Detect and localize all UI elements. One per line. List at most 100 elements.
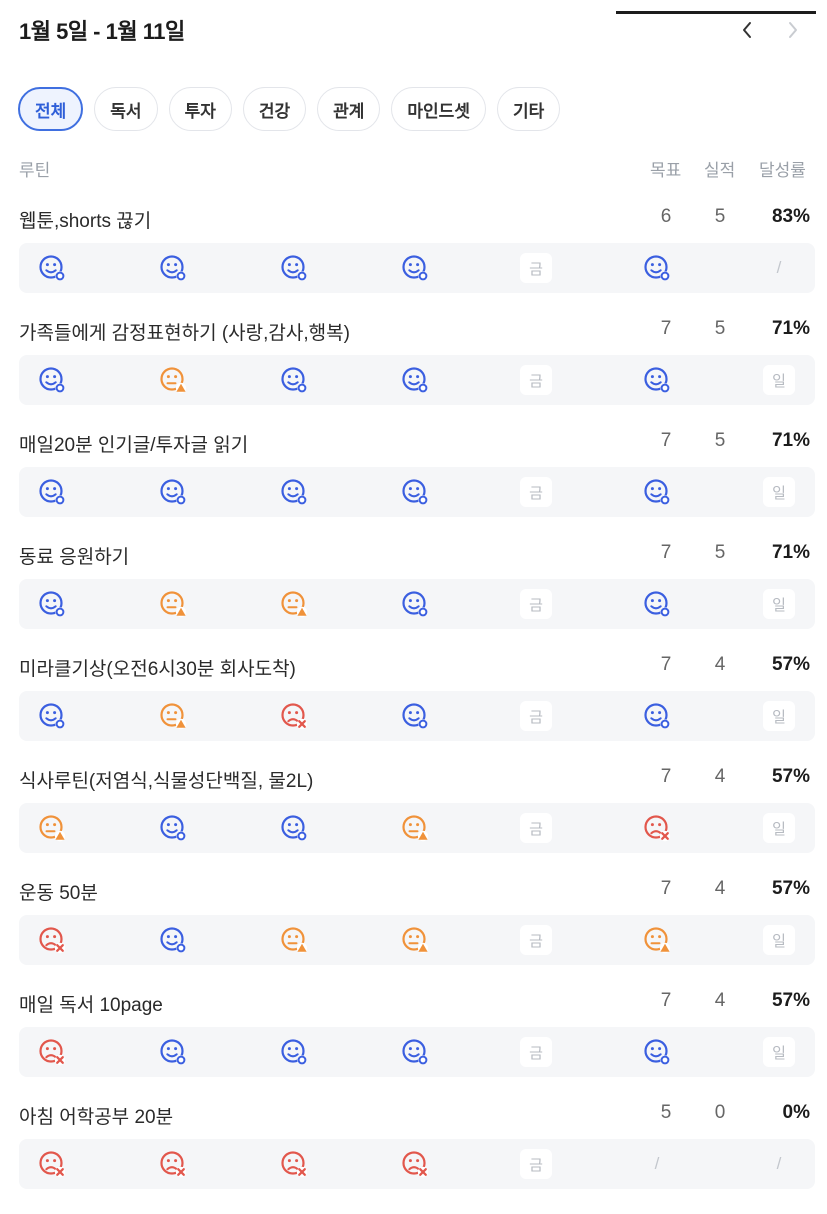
day-status-done[interactable]	[637, 355, 677, 405]
day-status-done[interactable]	[395, 355, 435, 405]
neutral-face-icon	[160, 591, 187, 618]
day-status-done[interactable]	[274, 803, 314, 853]
smile-face-icon	[281, 255, 307, 281]
tab-0[interactable]: 전체	[18, 87, 84, 131]
column-actual: 실적	[704, 161, 736, 180]
day-status-done[interactable]	[153, 915, 193, 965]
day-status-fail[interactable]	[153, 1139, 193, 1189]
day-empty: /	[776, 258, 782, 277]
day-status-fail[interactable]	[32, 1139, 72, 1189]
routine-name: 아침 어학공부 20분	[19, 1107, 174, 1128]
day-cell: 금	[516, 243, 556, 293]
column-rate: 달성률	[759, 161, 806, 180]
day-cell: 일	[759, 1027, 799, 1077]
day-status-partial[interactable]	[153, 355, 193, 405]
category-tabs: 전체 독서 투자 건강 관계 마인드셋 기타	[18, 87, 561, 131]
prev-week-button[interactable]	[734, 16, 760, 44]
day-status-done[interactable]	[395, 691, 435, 741]
day-status-partial[interactable]	[274, 915, 314, 965]
day-status-done[interactable]	[395, 579, 435, 629]
day-cell: /	[637, 1139, 677, 1189]
day-status-done[interactable]	[32, 243, 72, 293]
routine-row[interactable]: 식사루틴(저염식,식물성단백질, 물2L) 7 4 57% 금 일	[0, 756, 827, 868]
routine-row[interactable]: 가족들에게 감정표현하기 (사랑,감사,행복) 7 5 71% 금 일	[0, 308, 827, 420]
day-status-done[interactable]	[637, 1027, 677, 1077]
smile-face-icon	[39, 703, 65, 729]
smile-face-icon	[644, 255, 670, 281]
day-status-partial[interactable]	[153, 691, 193, 741]
day-cell: 일	[759, 355, 799, 405]
day-status-fail[interactable]	[32, 1027, 72, 1077]
day-status-done[interactable]	[274, 355, 314, 405]
day-status-fail[interactable]	[274, 691, 314, 741]
day-status-done[interactable]	[395, 1027, 435, 1077]
day-status-done[interactable]	[153, 1027, 193, 1077]
day-status-done[interactable]	[153, 467, 193, 517]
day-status-done[interactable]	[274, 1027, 314, 1077]
tab-4[interactable]: 관계	[317, 87, 381, 131]
smile-face-icon	[644, 479, 670, 505]
day-status-done[interactable]	[637, 467, 677, 517]
day-status-fail[interactable]	[395, 1139, 435, 1189]
day-status-fail[interactable]	[32, 915, 72, 965]
sad-face-icon	[160, 1151, 187, 1178]
day-status-done[interactable]	[32, 579, 72, 629]
tab-3[interactable]: 건강	[242, 87, 307, 131]
day-cell: 일	[759, 467, 799, 517]
day-status-done[interactable]	[32, 691, 72, 741]
day-status-partial[interactable]	[32, 803, 72, 853]
day-status-partial[interactable]	[637, 915, 677, 965]
day-status-done[interactable]	[274, 467, 314, 517]
day-cell: /	[759, 1139, 799, 1189]
routine-goal: 7	[660, 318, 672, 339]
smile-face-icon	[39, 367, 65, 393]
day-status-done[interactable]	[32, 355, 72, 405]
day-status-done[interactable]	[637, 691, 677, 741]
tab-5[interactable]: 마인드셋	[391, 87, 486, 131]
day-status-partial[interactable]	[395, 915, 435, 965]
day-status-done[interactable]	[274, 243, 314, 293]
day-chip: 일	[763, 925, 795, 955]
column-routine: 루틴	[19, 161, 51, 180]
routine-list: 웹툰,shorts 끊기 6 5 83% 금 / 가족들에게 감정표현하기 (사랑,감사,행…	[0, 196, 827, 1204]
next-week-button[interactable]	[780, 16, 806, 44]
day-status-partial[interactable]	[153, 579, 193, 629]
day-empty: /	[654, 1154, 660, 1173]
smile-face-icon	[281, 479, 307, 505]
routine-row[interactable]: 매일20분 인기글/투자글 읽기 7 5 71% 금 일	[0, 420, 827, 532]
routine-goal: 7	[660, 878, 672, 899]
routine-row[interactable]: 동료 응원하기 7 5 71% 금 일	[0, 532, 827, 644]
routine-actual: 4	[714, 990, 726, 1011]
neutral-face-icon	[281, 927, 308, 954]
day-chip: 금	[520, 253, 552, 283]
day-status-done[interactable]	[395, 243, 435, 293]
day-status-fail[interactable]	[274, 1139, 314, 1189]
tab-1[interactable]: 독서	[94, 87, 158, 131]
day-status-done[interactable]	[395, 467, 435, 517]
routine-row[interactable]: 아침 어학공부 20분 5 0 0% 금 / /	[0, 1092, 827, 1204]
tab-2[interactable]: 투자	[168, 87, 232, 131]
day-status-fail[interactable]	[637, 803, 677, 853]
day-status-done[interactable]	[637, 579, 677, 629]
routine-name: 매일20분 인기글/투자글 읽기	[19, 435, 249, 456]
day-chip: 금	[520, 925, 552, 955]
routine-row[interactable]: 웹툰,shorts 끊기 6 5 83% 금 /	[0, 196, 827, 308]
day-status-partial[interactable]	[274, 579, 314, 629]
day-status-done[interactable]	[32, 467, 72, 517]
day-status-done[interactable]	[637, 243, 677, 293]
tab-6[interactable]: 기타	[496, 87, 561, 131]
routine-row[interactable]: 미라클기상(오전6시30분 회사도착) 7 4 57% 금 일	[0, 644, 827, 756]
routine-name: 동료 응원하기	[19, 547, 130, 568]
routine-row[interactable]: 매일 독서 10page 7 4 57% 금 일	[0, 980, 827, 1092]
day-status-strip: 금 /	[19, 243, 815, 293]
day-chip: 금	[520, 701, 552, 731]
day-status-partial[interactable]	[395, 803, 435, 853]
routine-row[interactable]: 운동 50분 7 4 57% 금 일	[0, 868, 827, 980]
day-status-done[interactable]	[153, 803, 193, 853]
smile-face-icon	[281, 815, 307, 841]
day-status-done[interactable]	[153, 243, 193, 293]
